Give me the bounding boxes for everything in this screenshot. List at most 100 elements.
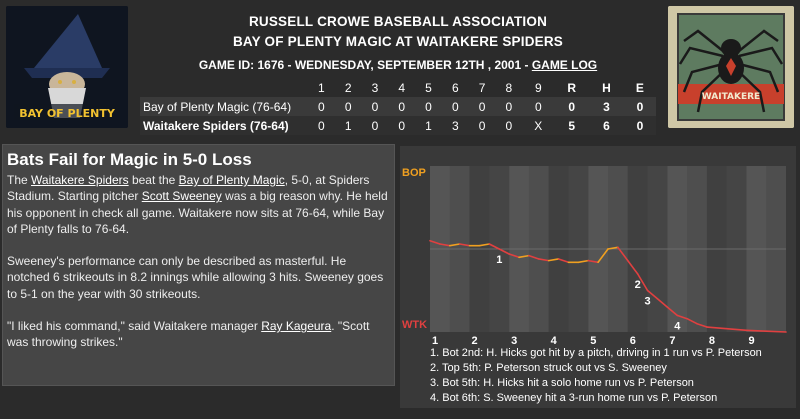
- inning-header: 4: [398, 80, 406, 95]
- x-tick-label: 4: [551, 335, 558, 347]
- series-line-segment: [518, 254, 530, 259]
- team-name[interactable]: Bay of Plenty Magic (76-64): [140, 97, 308, 116]
- game-info-text: GAME ID: 1676 - WEDNESDAY, SEPTEMBER 12T…: [198, 58, 532, 72]
- x-tick-label: 2: [472, 335, 478, 347]
- story-headline: Bats Fail for Magic in 5-0 Loss: [7, 150, 252, 169]
- story-text: beat the: [128, 173, 179, 187]
- chart-top-label: BOP: [402, 167, 426, 179]
- series-line-segment: [666, 306, 679, 317]
- score-cell: 3: [441, 116, 469, 135]
- series-line-segment: [587, 259, 599, 264]
- errors-header: E: [635, 80, 644, 95]
- player-link[interactable]: Scott Sweeney: [141, 189, 222, 204]
- series-line-segment: [745, 329, 768, 332]
- bay-of-plenty-logo: BAY OF PLENTY: [6, 6, 128, 128]
- team-link[interactable]: Bay of Plenty Magic: [178, 173, 285, 187]
- series-line-segment: [429, 239, 441, 245]
- game-story-panel: Bats Fail for Magic in 5-0 Loss The Wait…: [2, 144, 395, 386]
- score-cell: 0: [388, 97, 416, 116]
- series-line-segment: [439, 243, 451, 247]
- inning-header: 9: [534, 80, 542, 95]
- inning-header: 8: [505, 80, 513, 95]
- series-line-segment: [607, 246, 619, 250]
- linescore-table: 1 2 3 4 5 6 7 8 9 R H E Bay of Plenty Ma…: [140, 78, 656, 135]
- story-paragraph: The Waitakere Spiders beat the Bay of Pl…: [7, 172, 392, 237]
- series-line-segment: [636, 273, 649, 292]
- series-line-segment: [488, 243, 501, 250]
- score-cell: 0: [388, 116, 416, 135]
- legend-item: 1. Bot 2nd: H. Hicks got hit by a pitch,…: [430, 347, 762, 359]
- score-cell: 0: [441, 97, 469, 116]
- event-marker: 4: [674, 320, 681, 332]
- logo-right-text: WAITAKERE: [702, 92, 760, 102]
- series-line-segment: [646, 289, 659, 300]
- manager-link[interactable]: Ray Kageura: [261, 319, 332, 334]
- runs-cell: 5: [554, 116, 590, 135]
- series-line-segment: [706, 326, 728, 330]
- series-line-segment: [656, 298, 669, 308]
- team-name[interactable]: Waitakere Spiders (76-64): [140, 116, 308, 135]
- game-log-link[interactable]: GAME LOG: [531, 58, 598, 72]
- series-line-segment: [725, 327, 748, 332]
- series-line-segment: [676, 314, 688, 320]
- hits-cell: 6: [589, 116, 624, 135]
- score-cell: 0: [361, 116, 389, 135]
- story-text: was a big reason why. He held his oppone…: [7, 189, 388, 236]
- event-marker: 2: [635, 279, 641, 291]
- story-text: The: [7, 173, 32, 187]
- legend-item: 2. Top 5th: P. Peterson struck out vs S.…: [430, 362, 667, 374]
- inning-header: 6: [451, 80, 459, 95]
- series-line-segment: [577, 259, 590, 264]
- errors-cell: 0: [623, 97, 656, 116]
- series-line-segment: [458, 243, 471, 247]
- score-cell: 0: [308, 116, 335, 135]
- legend-item: 3. Bot 5th: H. Hicks hit a solo home run…: [430, 377, 694, 389]
- x-tick-label: 9: [748, 335, 754, 347]
- league-name: RUSSELL CROWE BASEBALL ASSOCIATION: [248, 14, 548, 29]
- score-cell: 0: [415, 97, 442, 116]
- logo-left-text: BAY OF PLENTY: [19, 107, 116, 120]
- story-body: The Waitakere Spiders beat the Bay of Pl…: [7, 172, 392, 367]
- score-cell: 1: [415, 116, 442, 135]
- table-row: Waitakere Spiders (76-64) 0 1 0 0 1 3 0 …: [140, 116, 656, 135]
- inning-header: 5: [425, 80, 432, 95]
- team-link[interactable]: Waitakere Spiders: [31, 173, 129, 187]
- score-cell: 1: [334, 116, 362, 135]
- x-tick-label: 7: [669, 335, 675, 347]
- table-row: Bay of Plenty Magic (76-64) 0 0 0 0 0 0 …: [140, 97, 656, 116]
- hits-cell: 3: [589, 97, 624, 116]
- story-text: , 5-0, at Spiders Stadium. Starting pitc…: [7, 173, 370, 204]
- score-cell: 0: [334, 97, 362, 116]
- x-tick-label: 6: [630, 335, 636, 347]
- score-cell: 0: [522, 97, 555, 116]
- score-cell: 0: [468, 116, 496, 135]
- errors-cell: 0: [623, 116, 656, 135]
- series-line-segment: [528, 254, 540, 260]
- spider-icon: WAITAKERE: [668, 6, 794, 128]
- series-line-segment: [686, 317, 698, 325]
- score-cell: 0: [361, 97, 389, 116]
- waitakere-spiders-logo: WAITAKERE: [668, 6, 794, 128]
- score-cell: 0: [308, 97, 335, 116]
- series-line-segment: [597, 248, 609, 264]
- chart-bottom-label: WTK: [402, 319, 427, 331]
- series-line-segment: [498, 248, 510, 255]
- score-cell: 0: [495, 116, 523, 135]
- runs-cell: 0: [554, 97, 590, 116]
- series-line-segment: [617, 246, 629, 262]
- score-cell: 0: [468, 97, 496, 116]
- series-line-segment: [547, 258, 560, 262]
- x-tick-label: 5: [590, 335, 596, 347]
- series-line-segment: [537, 258, 550, 262]
- matchup-title: BAY OF PLENTY MAGIC AT WAITAKERE SPIDERS: [232, 34, 564, 49]
- series-line-segment: [448, 243, 461, 247]
- score-cell: X: [522, 116, 555, 135]
- legend-item: 4. Bot 6th: S. Sweeney hit a 3-run home …: [430, 392, 718, 404]
- inning-header: 1: [318, 80, 325, 95]
- series-line-segment: [696, 322, 708, 328]
- series-line-segment: [557, 258, 570, 264]
- hits-header: H: [602, 80, 611, 95]
- inning-header: 7: [478, 80, 486, 95]
- story-paragraph: "I liked his command," said Waitakere ma…: [7, 318, 392, 351]
